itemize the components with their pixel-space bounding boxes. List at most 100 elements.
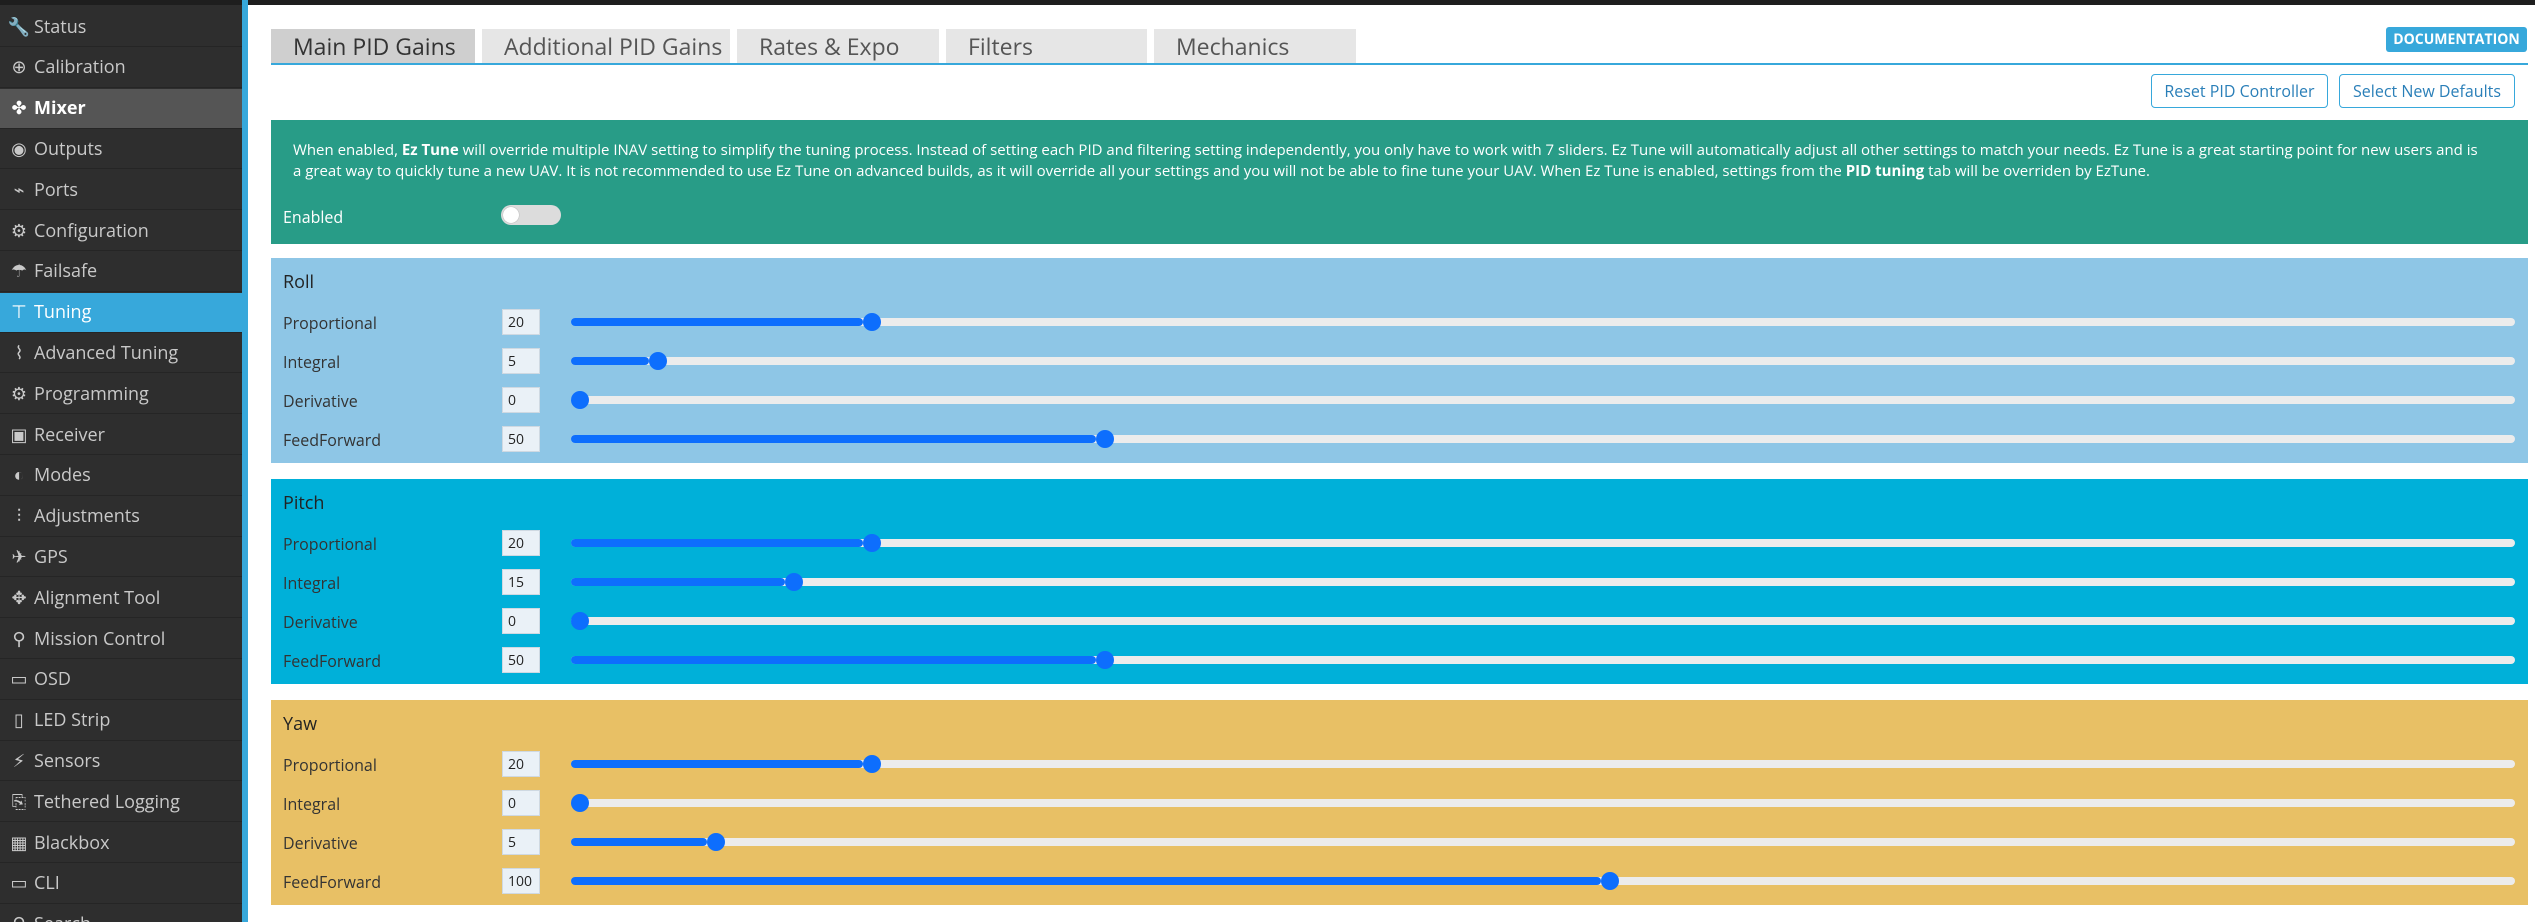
slider-thumb[interactable]	[1095, 430, 1114, 448]
pitch-feedforward-input[interactable]: 50	[502, 647, 540, 673]
sidebar-item-label: Search	[34, 912, 91, 922]
slider-thumb[interactable]	[784, 573, 803, 591]
pitch-integral-input[interactable]: 15	[502, 569, 540, 595]
roll-derivative-slider[interactable]	[571, 391, 2515, 409]
sidebar-item-failsafe[interactable]: ☂ Failsafe	[0, 252, 242, 292]
roll-feedforward-slider[interactable]	[571, 430, 2515, 448]
roll-feedforward-input[interactable]: 50	[502, 426, 540, 452]
yaw-feedforward-slider[interactable]	[571, 872, 2515, 890]
slider-thumb[interactable]	[707, 833, 726, 851]
pitch-integral-label: Integral	[283, 572, 341, 594]
sidebar-item-label: Failsafe	[34, 259, 98, 284]
roll-integral-input[interactable]: 5	[502, 348, 540, 374]
sidebar-accent	[242, 0, 248, 922]
motor-icon: ◉	[11, 136, 27, 161]
sidebar-item-label: Mission Control	[34, 626, 166, 651]
sidebar-item-label: Calibration	[34, 55, 126, 80]
slider-thumb[interactable]	[862, 534, 881, 552]
roll-derivative-input[interactable]: 0	[502, 387, 540, 413]
yaw-derivative-input[interactable]: 5	[502, 829, 540, 855]
yaw-derivative-row: Derivative 5	[271, 823, 2528, 862]
pitch-proportional-slider[interactable]	[571, 534, 2515, 552]
pitch-integral-row: Integral 15	[271, 563, 2528, 602]
yaw-integral-input[interactable]: 0	[502, 790, 540, 816]
tab-rates-expo[interactable]: Rates & Expo	[737, 29, 939, 63]
advanced-tuning-icon: ⌇	[14, 340, 24, 365]
sidebar-item-adjustments[interactable]: ⫶ Adjustments	[0, 497, 242, 537]
sidebar-item-gps[interactable]: ✈ GPS	[0, 537, 242, 578]
tab-main-pid-gains[interactable]: Main PID Gains	[271, 29, 475, 63]
sidebar-item-receiver[interactable]: ▣ Receiver	[0, 415, 242, 455]
yaw-proportional-input[interactable]: 20	[502, 751, 540, 777]
sidebar-item-mixer[interactable]: ✤ Mixer	[0, 88, 242, 129]
sidebar-item-status[interactable]: 🔧 Status	[0, 7, 242, 47]
tab-filters[interactable]: Filters	[946, 29, 1147, 63]
slider-thumb[interactable]	[571, 391, 589, 409]
sidebar-item-advanced-tuning[interactable]: ⌇ Advanced Tuning	[0, 333, 242, 374]
yaw-proportional-slider[interactable]	[571, 755, 2515, 773]
sidebar-item-programming[interactable]: ⚙ Programming	[0, 374, 242, 415]
tab-mechanics[interactable]: Mechanics	[1154, 29, 1356, 63]
sidebar-item-label: Blackbox	[34, 830, 110, 855]
slider-thumb[interactable]	[648, 352, 667, 370]
sidebar-item-label: LED Strip	[34, 708, 111, 733]
pitch-integral-slider[interactable]	[571, 573, 2515, 591]
sensors-icon: ⚡	[12, 748, 26, 773]
sidebar-item-label: Advanced Tuning	[34, 340, 179, 365]
sidebar-item-configuration[interactable]: ⚙ Configuration	[0, 211, 242, 251]
select-new-defaults-button[interactable]: Select New Defaults	[2339, 74, 2515, 108]
wrench-icon: 🔧	[7, 14, 31, 39]
eztune-description: When enabled, Ez Tune will override mult…	[293, 140, 2478, 181]
yaw-derivative-slider[interactable]	[571, 833, 2515, 851]
slider-fill	[571, 357, 649, 365]
sidebar-item-tethered-logging[interactable]: ⎘ Tethered Logging	[0, 782, 242, 823]
sidebar-item-outputs[interactable]: ◉ Outputs	[0, 129, 242, 170]
slider-thumb[interactable]	[1095, 651, 1114, 669]
sidebar-item-blackbox[interactable]: ▦ Blackbox	[0, 823, 242, 863]
roll-proportional-input[interactable]: 20	[502, 309, 540, 335]
pitch-derivative-input[interactable]: 0	[502, 608, 540, 634]
slider-thumb[interactable]	[1601, 872, 1620, 890]
roll-integral-label: Integral	[283, 351, 341, 373]
sidebar-item-label: Modes	[34, 463, 91, 488]
pitch-derivative-slider[interactable]	[571, 612, 2515, 630]
sidebar-item-label: Adjustments	[34, 504, 140, 529]
sidebar-item-sensors[interactable]: ⚡ Sensors	[0, 741, 242, 782]
eztune-enabled-toggle[interactable]	[501, 205, 561, 225]
map-marker-icon: ⚲	[12, 626, 26, 651]
sidebar-item-alignment-tool[interactable]: ✥ Alignment Tool	[0, 578, 242, 619]
yaw-integral-slider[interactable]	[571, 794, 2515, 812]
sidebar-item-tuning[interactable]: ⊤ Tuning	[0, 292, 242, 333]
sidebar-item-osd[interactable]: ▭ OSD	[0, 660, 242, 700]
reset-pid-controller-button[interactable]: Reset PID Controller	[2151, 74, 2328, 108]
terminal-icon: ▭	[10, 871, 28, 896]
panel-title: Roll	[283, 270, 315, 294]
sidebar-item-search[interactable]: ⚲ Search	[0, 905, 242, 922]
slider-thumb[interactable]	[571, 612, 589, 630]
roll-panel: Roll Proportional 20 Integral 5 Derivative 0 F…	[271, 258, 2528, 463]
pitch-feedforward-slider[interactable]	[571, 651, 2515, 669]
sidebar-item-led-strip[interactable]: ▯ LED Strip	[0, 701, 242, 741]
sidebar-item-calibration[interactable]: ⊕ Calibration	[0, 48, 242, 88]
tab-underline	[271, 63, 2528, 65]
yaw-proportional-row: Proportional 20	[271, 745, 2528, 784]
documentation-button[interactable]: DOCUMENTATION	[2386, 27, 2527, 52]
sidebar-item-ports[interactable]: ⌁ Ports	[0, 170, 242, 211]
sidebar-item-label: Configuration	[34, 218, 149, 243]
pitch-proportional-input[interactable]: 20	[502, 530, 540, 556]
sidebar-item-label: Alignment Tool	[34, 585, 161, 610]
tab-additional-pid-gains[interactable]: Additional PID Gains	[482, 29, 730, 63]
slider-thumb[interactable]	[862, 755, 881, 773]
sidebar-item-cli[interactable]: ▭ CLI	[0, 864, 242, 904]
sidebar-item-label: Mixer	[34, 96, 86, 121]
slider-thumb[interactable]	[862, 313, 881, 331]
roll-proportional-slider[interactable]	[571, 313, 2515, 331]
propeller-icon: ✤	[11, 96, 27, 121]
sidebar-item-modes[interactable]: ◐ Modes	[0, 456, 242, 496]
roll-derivative-label: Derivative	[283, 390, 358, 412]
roll-integral-slider[interactable]	[571, 352, 2515, 370]
slider-thumb[interactable]	[571, 794, 589, 812]
sidebar-item-mission-control[interactable]: ⚲ Mission Control	[0, 619, 242, 659]
pitch-derivative-label: Derivative	[283, 611, 358, 633]
yaw-feedforward-input[interactable]: 100	[502, 868, 540, 894]
